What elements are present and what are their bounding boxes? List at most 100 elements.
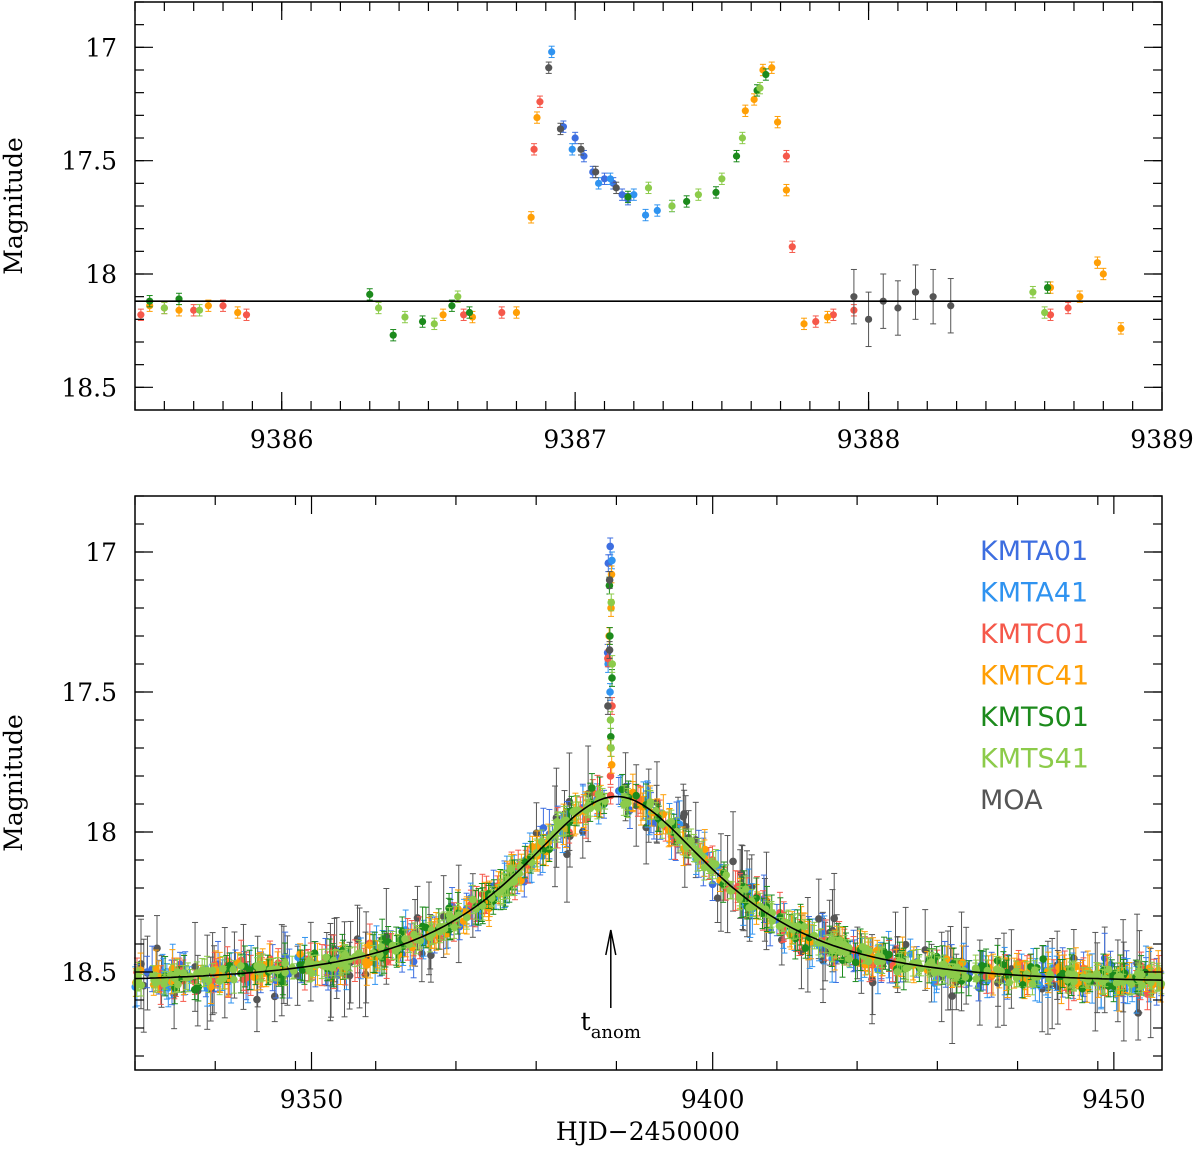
kmtc41-data-point [527, 213, 535, 221]
kmtc41-data-point [152, 965, 160, 973]
kmts41-data-point [644, 184, 653, 192]
kmtc41-data-point [782, 186, 791, 194]
moa-data-point [556, 125, 565, 133]
kmta41-data-point [641, 211, 650, 219]
kmta41-data-point [568, 145, 576, 153]
kmts41-data-point [1022, 970, 1031, 978]
kmts01-data-point [632, 791, 640, 800]
moa-data-point [729, 857, 737, 866]
kmtc41-data-point [204, 302, 212, 310]
kmta41-data-point [630, 191, 638, 199]
kmts41-data-point [1030, 966, 1039, 975]
kmts01-data-point [190, 985, 199, 994]
moa-data-point [850, 293, 858, 301]
kmts41-data-point [401, 313, 409, 321]
top-ytick-label: 18 [85, 260, 117, 289]
kmts01-data-point [683, 197, 691, 206]
moa-data-point [545, 64, 553, 72]
kmta01-data-point [571, 134, 579, 142]
kmtc01-data-point [536, 98, 544, 106]
kmta41-data-point [606, 175, 614, 183]
kmtc01-data-point [498, 308, 506, 317]
kmtc41-data-point [1076, 293, 1084, 301]
kmtc01-data-point [219, 302, 227, 310]
kmtc41-data-point [533, 842, 542, 851]
kmts41-data-point [195, 306, 204, 314]
top-xtick-label: 9386 [250, 425, 314, 454]
kmts01-data-point [389, 331, 397, 339]
kmts01-data-point [1104, 982, 1113, 990]
kmts01-data-point [1043, 284, 1052, 292]
kmta41-data-point [595, 179, 603, 187]
kmts41-data-point [668, 202, 676, 210]
kmtc01-data-point [460, 311, 468, 319]
moa-data-point [153, 944, 161, 953]
kmtc41-data-point [175, 306, 183, 314]
kmts41-data-point [554, 819, 562, 828]
top-panel-frame [134, 1, 1163, 411]
top-xtick-label: 9389 [1130, 425, 1194, 454]
kmtc01-data-point [530, 145, 538, 153]
kmts41-data-point [537, 837, 546, 846]
kmts01-data-point [993, 956, 1002, 965]
kmts01-data-point [1039, 955, 1047, 963]
kmta01-data-point [539, 824, 548, 832]
moa-data-point [864, 315, 873, 323]
kmta01-data-point [600, 175, 609, 183]
moa-data-point [577, 145, 585, 153]
kmts01-data-point [712, 188, 720, 196]
kmts41-data-point [151, 978, 160, 987]
kmts41-data-point [865, 947, 873, 955]
moa-data-point [830, 914, 838, 923]
kmts41-data-point [694, 191, 702, 199]
kmts41-data-point [756, 84, 764, 92]
kmta41-data-point [653, 206, 661, 215]
kmts41-data-point [545, 833, 554, 842]
kmtc41-data-point [750, 95, 758, 104]
kmtc01-data-point [788, 243, 796, 251]
kmts41-data-point [738, 134, 746, 142]
top-ytick-label: 17 [85, 33, 117, 62]
kmtc41-data-point [533, 114, 541, 122]
kmts41-data-point [1119, 978, 1127, 986]
kmts41-data-point [374, 304, 383, 312]
kmts41-data-point [687, 837, 695, 845]
kmts01-data-point [762, 70, 770, 79]
kmts41-data-point [1134, 969, 1142, 978]
kmts01-data-point [1078, 984, 1087, 993]
kmtc41-data-point [1013, 961, 1021, 970]
kmts41-data-point [1029, 288, 1037, 296]
kmts41-data-point [682, 843, 691, 851]
kmtc41-data-point [512, 308, 521, 317]
kmts41-data-point [972, 967, 981, 975]
kmts41-data-point [672, 827, 681, 836]
kmtc41-data-point [1093, 259, 1102, 267]
kmts41-data-point [401, 935, 409, 943]
kmts41-data-point [840, 940, 849, 949]
kmts41-data-point [902, 964, 910, 973]
kmtc41-data-point [741, 107, 749, 115]
kmts41-data-point [230, 975, 238, 984]
kmtc01-data-point [782, 152, 791, 160]
kmtc01-data-point [242, 311, 251, 319]
kmts41-data-point [450, 923, 459, 931]
kmts41-data-point [845, 955, 853, 963]
kmts41-data-point [858, 942, 867, 951]
moa-data-point [253, 995, 261, 1004]
kmts41-data-point [237, 962, 245, 970]
kmtc41-data-point [768, 64, 776, 72]
kmta01-data-point [618, 191, 626, 199]
kmts01-data-point [588, 784, 596, 792]
kmts41-data-point [516, 863, 525, 871]
kmtc41-data-point [823, 313, 832, 321]
moa-data-point [680, 809, 688, 818]
top-ytick-label: 17.5 [61, 147, 117, 176]
kmts41-data-point [426, 933, 434, 942]
kmts01-data-point [732, 152, 741, 160]
kmts41-data-point [281, 968, 289, 977]
moa-data-point [814, 915, 823, 923]
top-panel: 9386 9387 9388 9389 17 17.5 18 18.5 Magnitude [0, 1, 1194, 454]
kmts41-data-point [997, 967, 1005, 976]
